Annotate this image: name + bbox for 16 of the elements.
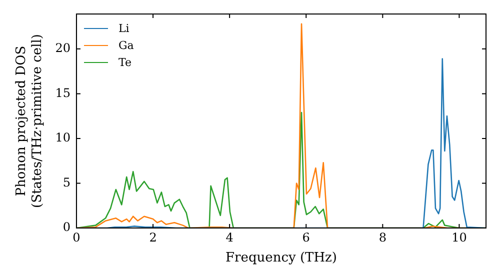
legend-label: Li — [118, 21, 130, 37]
legend-label: Ga — [118, 38, 134, 54]
x-tick-label: 2 — [149, 230, 157, 244]
x-tick-label: 6 — [302, 230, 310, 244]
legend-label: Te — [118, 55, 132, 71]
y-tick-label: 5 — [62, 175, 70, 190]
y-tick-label: 10 — [55, 130, 70, 145]
x-tick-label: 8 — [378, 230, 386, 244]
y-tick-label: 0 — [62, 220, 70, 234]
x-tick-label: 0 — [72, 230, 80, 244]
y-axis-title: Phonon projected DOS (States/THz·primitive cell) — [14, 34, 45, 208]
x-tick-label: 10 — [452, 230, 467, 244]
y-tick-label: 15 — [55, 86, 70, 100]
x-axis-title: Frequency (THz) — [226, 250, 337, 266]
x-tick-label: 4 — [226, 230, 234, 244]
y-tick-label: 20 — [55, 41, 70, 56]
